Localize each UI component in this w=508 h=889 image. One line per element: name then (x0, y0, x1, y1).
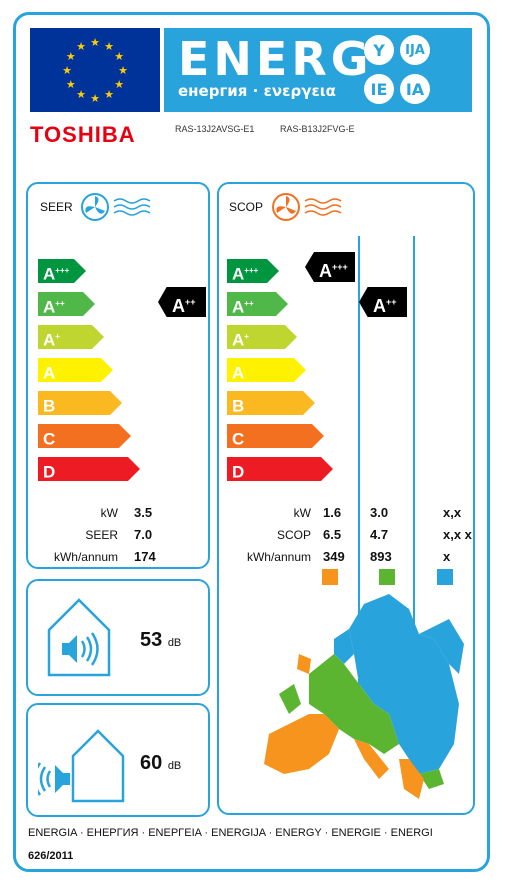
eu-star-icon: ★ (104, 89, 114, 101)
eu-star-icon: ★ (118, 65, 128, 77)
warm-zone-swatch (322, 569, 338, 585)
suffix-badge: Y (364, 35, 394, 65)
indoor-noise-value: 53 dB (140, 629, 182, 651)
energy-class-bar: B (227, 391, 315, 415)
energy-class-bar: A (38, 358, 113, 382)
energy-class-bar: D (227, 457, 333, 481)
heating-class-indicator-warm: A+++ (305, 252, 355, 282)
heating-title: SCOP (229, 200, 264, 214)
outdoor-sound-icon (38, 729, 125, 803)
eu-star-icon: ★ (66, 79, 76, 91)
eu-star-icon: ★ (66, 51, 76, 63)
cooling-class-indicator: A++ (158, 287, 206, 317)
average-zone-swatch (379, 569, 395, 585)
eu-star-icon: ★ (62, 65, 72, 77)
energy-class-bar: A++ (227, 292, 288, 316)
cooling-label-kw: kW (100, 506, 118, 520)
average-kwh-value: 893 (370, 549, 392, 564)
eu-star-icon: ★ (90, 37, 100, 49)
suffix-badge: IA (400, 74, 430, 104)
energy-class-bar: B (38, 391, 122, 415)
model-outdoor: RAS-B13J2FVG-E (280, 124, 355, 134)
cooling-label-seer: SEER (85, 528, 118, 542)
cooling-panel: SEER A+++ A++ A+ A B C D A++ kW SEER kWh/annum… (26, 182, 210, 569)
zone-divider (413, 236, 415, 706)
heating-label-scop: SCOP (276, 528, 311, 542)
energy-class-bar: D (38, 457, 140, 481)
warm-scop-value: 6.5 (323, 527, 342, 542)
average-scop-value: 4.7 (370, 527, 389, 542)
heating-class-indicator-average: A++ (359, 287, 407, 317)
outdoor-noise-panel: 60 dB (26, 703, 210, 817)
cold-kwh-value: x (443, 549, 451, 564)
heating-label-kw: kW (293, 506, 311, 520)
cooling-kw-value: 3.5 (134, 505, 153, 520)
model-indoor: RAS-13J2AVSG-E1 (175, 124, 255, 134)
suffix-badge: IJA (400, 35, 430, 65)
regulation-number: 626/2011 (28, 850, 74, 862)
eu-star-icon: ★ (90, 93, 100, 105)
indoor-sound-icon (47, 598, 111, 677)
energy-subtitle: енергия · ενεργεια (178, 82, 336, 100)
warm-kw-value: 1.6 (323, 505, 342, 520)
eu-flag: ★ ★ ★ ★ ★ ★ ★ ★ ★ ★ ★ ★ (30, 28, 160, 112)
cooling-seer-value: 7.0 (134, 527, 153, 542)
eu-star-icon: ★ (104, 41, 114, 53)
energy-class-bar: A+ (38, 325, 104, 349)
eu-star-icon: ★ (76, 89, 86, 101)
eu-star-icon: ★ (114, 79, 124, 91)
energy-class-bar: C (38, 424, 131, 448)
zone-divider (358, 236, 360, 706)
cold-kw-value: x,x (443, 505, 462, 520)
eu-stars-icon: ★ ★★★★★★★★★★★ (62, 37, 128, 105)
energy-header: ENERG енергия · ενεργεια Y IJA IE IA (164, 28, 472, 112)
europe-climate-map (264, 594, 464, 799)
cooling-kwh-value: 174 (134, 549, 156, 564)
indoor-noise-panel: 53 dB (26, 579, 210, 696)
cooling-label-kwh: kWh/annum (53, 550, 118, 564)
energy-class-bar: A+++ (227, 259, 279, 283)
brand-name: TOSHIBA (30, 122, 136, 147)
outdoor-noise-value: 60 dB (140, 752, 182, 774)
energy-class-bar: A+ (227, 325, 297, 349)
cold-zone-swatch (437, 569, 453, 585)
fan-warm-icon (272, 193, 342, 221)
warm-kwh-value: 349 (323, 549, 345, 564)
energy-class-bar: A (227, 358, 306, 382)
fan-cold-icon (81, 193, 151, 221)
energy-class-bar: A++ (38, 292, 95, 316)
heating-label-kwh: kWh/annum (246, 550, 311, 564)
energy-class-bar: A+++ (38, 259, 86, 283)
label-frame (13, 12, 490, 872)
suffix-badge: IE (364, 74, 394, 104)
energy-class-bar: C (227, 424, 324, 448)
cold-scop-value: x,x x (443, 527, 472, 542)
energy-title: ENERG (178, 32, 373, 86)
eu-star-icon: ★ (114, 51, 124, 63)
heating-panel: SCOP A+++ A++ A+ A B C D A+++ A++ kW SCOP kWh/… (217, 182, 475, 815)
average-kw-value: 3.0 (370, 505, 389, 520)
cooling-title: SEER (40, 200, 73, 214)
eu-star-icon: ★ (76, 41, 86, 53)
footer-languages: ENERGIA · ЕНЕРГИЯ · ΕΝΕΡΓΕΙΑ · ENERGIJA … (28, 827, 433, 839)
